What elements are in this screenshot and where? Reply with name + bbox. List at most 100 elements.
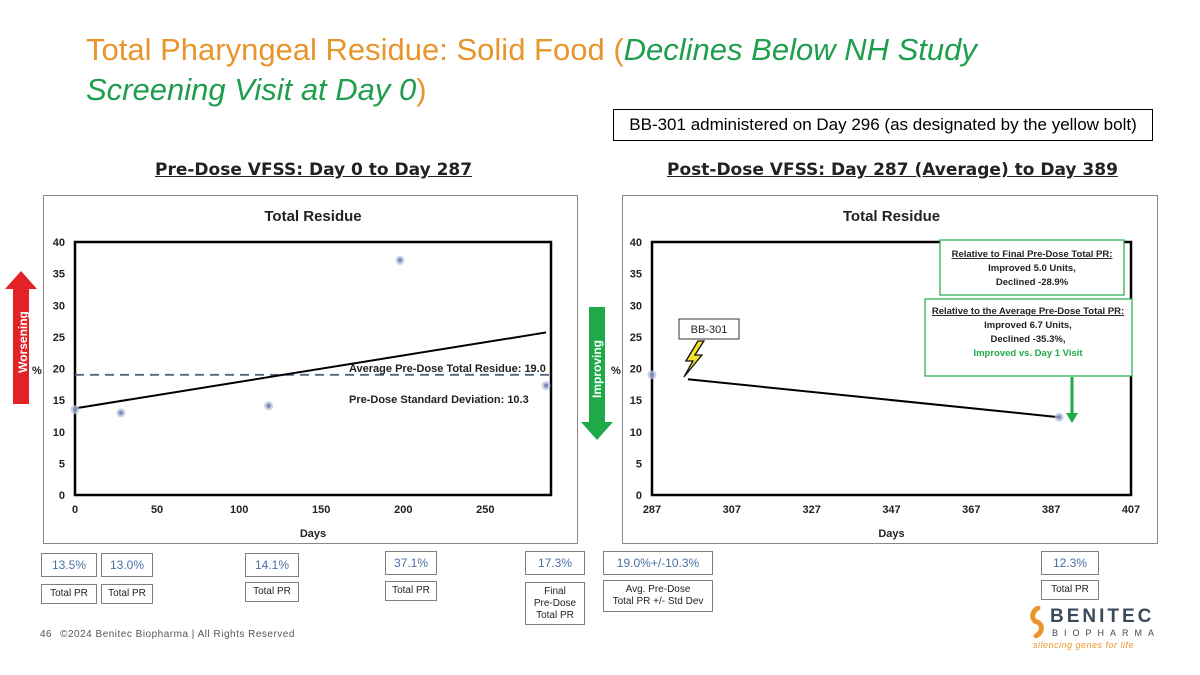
improving-arrow bbox=[581, 307, 613, 440]
y-tick-label: 40 bbox=[630, 237, 642, 249]
data-point-core bbox=[118, 410, 124, 415]
x-tick-label: 367 bbox=[962, 504, 980, 516]
x-tick-label: 287 bbox=[643, 504, 661, 516]
page-number: 46 bbox=[40, 629, 53, 640]
x-tick-label: 150 bbox=[312, 504, 330, 516]
title-part-2: Declines Below NH Study Screening Visit … bbox=[86, 32, 977, 107]
value-box-day0: 13.5% bbox=[41, 553, 97, 577]
bb301-label-box bbox=[678, 318, 740, 340]
value-box-day198: 37.1% bbox=[385, 551, 437, 575]
logo-name: BENITEC bbox=[1050, 606, 1155, 627]
x-tick-label: 307 bbox=[723, 504, 741, 516]
y-tick-label: 25 bbox=[53, 332, 65, 344]
pre-dose-chart: Total Residue 0 5 10 15 20 25 30 35 40 0 50 100 150 20… bbox=[53, 208, 553, 540]
callout-2-highlight: Improved vs. Day 1 Visit bbox=[973, 348, 1083, 359]
average-annotation: Average Pre-Dose Total Residue: 19.0 bbox=[349, 363, 546, 375]
callout-1-line: Improved 5.0 Units, bbox=[988, 263, 1076, 274]
label-box-day389: Total PR bbox=[1041, 580, 1099, 600]
worsening-arrow bbox=[5, 271, 37, 404]
callout-final-predose-box bbox=[939, 239, 1125, 296]
data-point-core bbox=[397, 258, 403, 263]
x-tick-label: 347 bbox=[882, 504, 900, 516]
value-box-day389: 12.3% bbox=[1041, 551, 1099, 575]
left-section-heading: Pre-Dose VFSS: Day 0 to Day 287 bbox=[155, 160, 473, 180]
x-tick-label: 100 bbox=[230, 504, 248, 516]
y-tick-label: 30 bbox=[630, 300, 642, 312]
copyright: ©2024 Benitec Biopharma | All Rights Res… bbox=[60, 629, 295, 640]
data-point-core bbox=[1056, 415, 1062, 420]
worsening-label: Worsening bbox=[16, 311, 30, 373]
label-line: Final bbox=[544, 585, 566, 597]
title-part-3: ) bbox=[416, 72, 427, 107]
x-tick-label: 50 bbox=[151, 504, 163, 516]
y-tick-label: 15 bbox=[53, 395, 65, 407]
x-tick-label: 327 bbox=[802, 504, 820, 516]
data-point-core bbox=[72, 407, 78, 412]
left-y-axis-label: % bbox=[32, 365, 42, 377]
data-point-core bbox=[266, 403, 271, 409]
x-tick-label: 250 bbox=[476, 504, 494, 516]
label-box-day28: Total PR bbox=[101, 584, 153, 604]
y-tick-label: 0 bbox=[59, 490, 65, 502]
label-box-average: Avg. Pre-Dose Total PR +/- Std Dev bbox=[603, 580, 713, 612]
x-tick-label: 387 bbox=[1042, 504, 1060, 516]
y-tick-label: 5 bbox=[636, 458, 642, 470]
x-tick-label: 200 bbox=[394, 504, 412, 516]
value-box-final-predose: 17.3% bbox=[525, 551, 585, 575]
y-tick-label: 40 bbox=[53, 237, 65, 249]
y-tick-label: 10 bbox=[53, 427, 65, 439]
data-point-core bbox=[649, 372, 655, 378]
x-tick-label: 407 bbox=[1122, 504, 1140, 516]
chart-title: Total Residue bbox=[264, 208, 361, 225]
value-box-day28: 13.0% bbox=[101, 553, 153, 577]
y-tick-label: 25 bbox=[630, 332, 642, 344]
improving-label: Improving bbox=[590, 340, 604, 399]
post-dose-chart: Total Residue 0 5 10 15 20 25 30 35 40 287 307 327 34… bbox=[630, 208, 1140, 540]
chart-title: Total Residue bbox=[843, 208, 940, 225]
logo-sub: BIOPHARMA bbox=[1052, 628, 1161, 638]
x-axis-title: Days bbox=[878, 528, 904, 540]
bb301-label: BB-301 bbox=[691, 324, 728, 336]
y-tick-label: 35 bbox=[630, 269, 642, 281]
label-line: Total PR +/- Std Dev bbox=[612, 596, 704, 607]
label-line: Pre-Dose bbox=[533, 597, 577, 609]
label-line: Total PR bbox=[536, 609, 574, 621]
callout-2-line: Improved 6.7 Units, bbox=[984, 320, 1072, 331]
y-tick-label: 35 bbox=[53, 269, 65, 281]
y-tick-label: 10 bbox=[630, 427, 642, 439]
value-box-average: 19.0%+/-10.3% bbox=[603, 551, 713, 575]
right-section-heading: Post-Dose VFSS: Day 287 (Average) to Day… bbox=[667, 160, 1118, 180]
std-dev-annotation: Pre-Dose Standard Deviation: 10.3 bbox=[349, 394, 529, 406]
logo-mark-icon bbox=[1030, 606, 1044, 638]
trend-line bbox=[74, 331, 547, 410]
label-box-day0: Total PR bbox=[41, 584, 97, 604]
x-axis-title: Days bbox=[300, 528, 326, 540]
y-tick-label: 0 bbox=[636, 490, 642, 502]
right-y-axis-label: % bbox=[611, 365, 621, 377]
dose-banner: BB-301 administered on Day 296 (as desig… bbox=[613, 109, 1153, 141]
label-line: Avg. Pre-Dose bbox=[625, 584, 691, 595]
page-title: Total Pharyngeal Residue: Solid Food (De… bbox=[86, 30, 1086, 110]
trend-line bbox=[687, 378, 1060, 419]
label-box-day198: Total PR bbox=[385, 581, 437, 601]
callout-2-heading: Relative to the Average Pre-Dose Total P… bbox=[932, 306, 1124, 317]
callout-arrow-head-icon bbox=[1066, 413, 1078, 423]
callout-1-line: Declined -28.9% bbox=[996, 277, 1069, 288]
callout-average-box bbox=[924, 298, 1133, 377]
label-box-final-predose: Final Pre-Dose Total PR bbox=[525, 582, 585, 625]
lightning-bolt-icon bbox=[683, 340, 706, 378]
x-tick-label: 0 bbox=[72, 504, 78, 516]
label-box-day118: Total PR bbox=[245, 582, 299, 602]
y-tick-label: 20 bbox=[53, 364, 65, 376]
callout-1-heading: Relative to Final Pre-Dose Total PR: bbox=[952, 249, 1113, 260]
title-part-1: Total Pharyngeal Residue: Solid Food ( bbox=[86, 32, 624, 67]
y-tick-label: 15 bbox=[630, 395, 642, 407]
callout-2-line: Declined -35.3%, bbox=[991, 334, 1066, 345]
footer: 46 ©2024 Benitec Biopharma | All Rights R… bbox=[40, 629, 295, 640]
plot-area bbox=[73, 240, 553, 497]
benitec-logo: BENITEC BIOPHARMA silencing genes for li… bbox=[1028, 606, 1178, 652]
value-box-day118: 14.1% bbox=[245, 553, 299, 577]
y-tick-label: 20 bbox=[630, 364, 642, 376]
data-point-core bbox=[543, 383, 549, 388]
logo-tagline: silencing genes for life bbox=[1033, 640, 1135, 650]
